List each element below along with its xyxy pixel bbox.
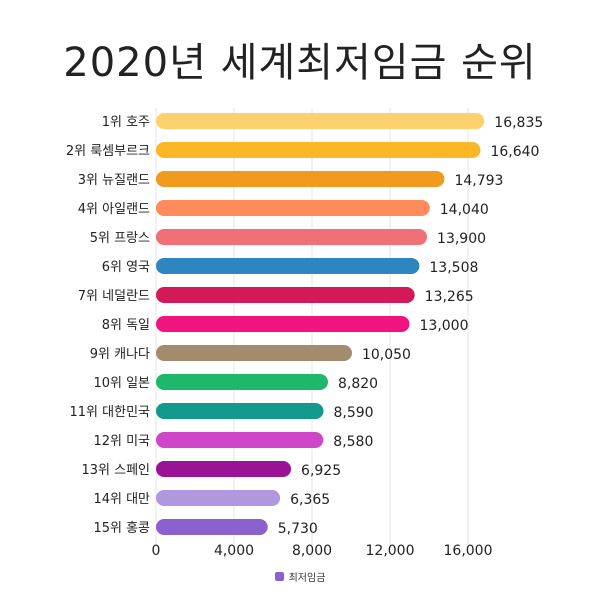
value-label: 13,000 xyxy=(420,318,469,334)
legend-label: 최저임금 xyxy=(288,573,326,584)
value-label: 6,925 xyxy=(301,463,341,479)
value-label: 10,050 xyxy=(362,347,411,363)
value-label: 14,040 xyxy=(440,202,489,218)
x-tick-label: 4,000 xyxy=(214,543,254,559)
category-label: 1위 호주 xyxy=(102,115,150,130)
category-label: 4위 아일랜드 xyxy=(78,202,150,217)
category-label: 7위 네덜란드 xyxy=(78,289,150,304)
bar xyxy=(156,171,445,187)
value-label: 5,730 xyxy=(278,521,318,537)
value-label: 16,835 xyxy=(494,115,543,131)
x-tick-label: 0 xyxy=(152,543,161,559)
value-label: 16,640 xyxy=(490,144,539,160)
category-label: 5위 프랑스 xyxy=(90,231,150,246)
category-label: 11위 대한민국 xyxy=(70,405,151,420)
legend-swatch xyxy=(274,572,284,581)
value-label: 8,590 xyxy=(334,405,374,421)
category-label: 10위 일본 xyxy=(93,376,150,391)
bar xyxy=(156,316,410,332)
bar xyxy=(156,403,324,419)
value-label: 8,580 xyxy=(333,434,373,450)
value-label: 8,820 xyxy=(338,376,378,392)
bar xyxy=(156,229,428,245)
x-tick-label: 12,000 xyxy=(366,543,415,559)
x-tick-label: 16,000 xyxy=(444,543,493,559)
category-label: 6위 영국 xyxy=(102,260,150,275)
value-label: 13,900 xyxy=(437,231,486,247)
bar xyxy=(156,461,292,477)
category-label: 2위 룩셈부르크 xyxy=(66,144,150,159)
chart-title: 2020년 세계최저임금 순위 xyxy=(63,40,537,86)
bar xyxy=(156,490,281,506)
category-label: 13위 스페인 xyxy=(81,463,150,478)
value-label: 13,508 xyxy=(429,260,478,276)
bar xyxy=(156,519,268,535)
bar xyxy=(156,287,415,303)
value-label: 14,793 xyxy=(454,173,503,189)
bar xyxy=(156,432,324,448)
bar xyxy=(156,200,430,216)
legend: 최저임금 xyxy=(0,569,600,584)
bar xyxy=(156,142,481,158)
bar xyxy=(156,345,352,361)
category-label: 8위 독일 xyxy=(102,318,150,333)
category-label: 15위 홍콩 xyxy=(93,521,150,536)
category-label: 3위 뉴질랜드 xyxy=(78,173,150,188)
category-label: 12위 미국 xyxy=(93,434,150,449)
x-tick-label: 8,000 xyxy=(292,543,332,559)
value-label: 13,265 xyxy=(425,289,474,305)
bar xyxy=(156,113,485,129)
bar xyxy=(156,258,420,274)
value-label: 6,365 xyxy=(290,492,330,508)
bar xyxy=(156,374,328,390)
category-label: 9위 캐나다 xyxy=(90,347,150,362)
category-label: 14위 대만 xyxy=(93,492,150,507)
